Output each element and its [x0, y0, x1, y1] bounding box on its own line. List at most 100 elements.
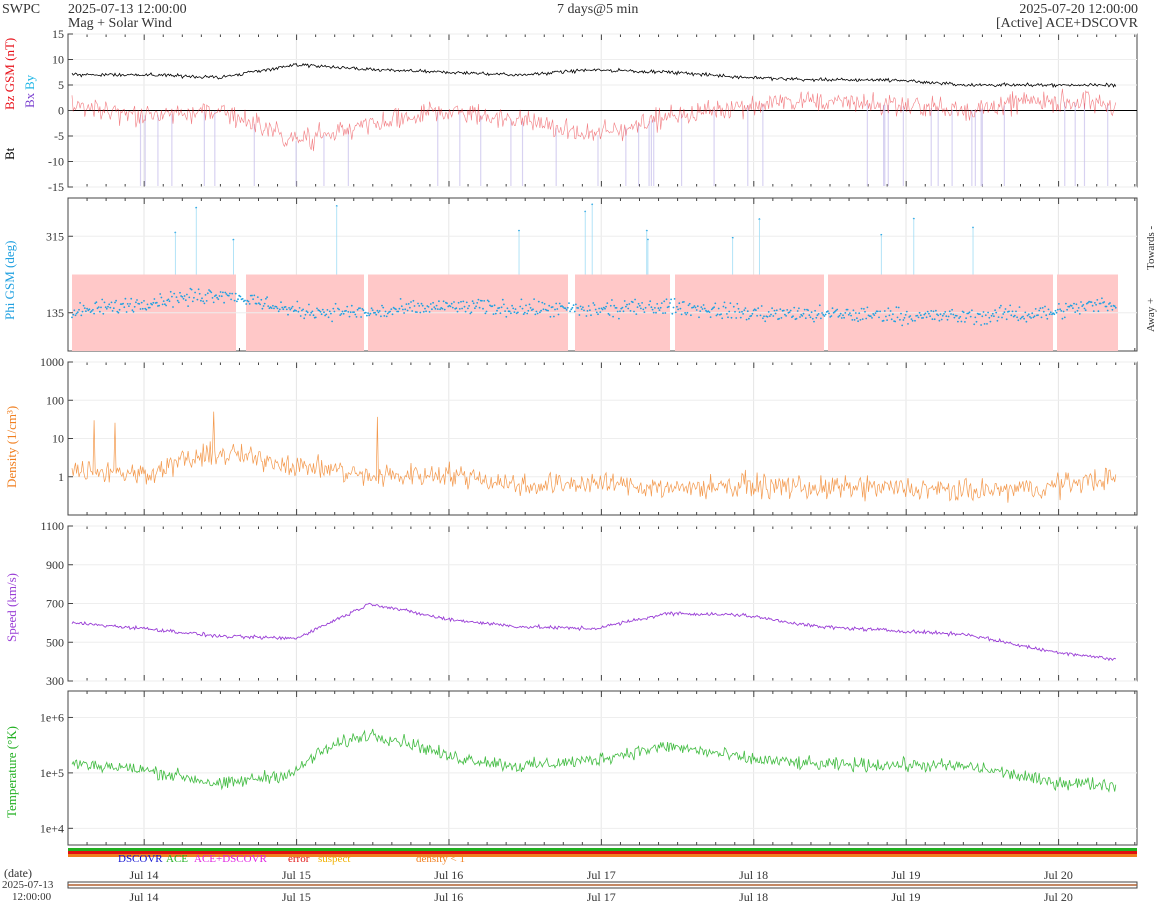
phi-point — [598, 307, 600, 310]
end-time: 2025-07-20 12:00:00 — [1019, 2, 1138, 17]
day-label-bottom: Jul 14 — [129, 890, 158, 904]
source-strip-ace — [68, 848, 1137, 851]
phi-point — [935, 309, 937, 312]
phi-point — [1038, 309, 1041, 312]
phi-point — [962, 311, 965, 314]
phi-point — [78, 308, 80, 311]
phi-point — [565, 309, 568, 311]
phi-point — [622, 310, 625, 313]
phi-point — [752, 309, 755, 312]
phi-point — [766, 315, 769, 318]
phi-point — [1009, 304, 1012, 307]
phi-point — [90, 310, 93, 312]
phi-point — [261, 307, 264, 310]
phi-point — [141, 307, 144, 310]
phi-point — [618, 317, 620, 320]
phi-point — [684, 312, 686, 314]
phi-point — [679, 307, 682, 310]
legend-error: error — [288, 853, 310, 865]
phi-point — [325, 313, 328, 316]
phi-point — [115, 299, 117, 302]
phi-point — [937, 314, 940, 317]
phi-point — [859, 319, 862, 321]
phi-point — [602, 306, 605, 309]
phi-point — [849, 312, 851, 314]
phi-point — [939, 313, 942, 316]
phi-point — [810, 311, 813, 314]
phi-point — [355, 316, 358, 318]
phi-point — [607, 312, 610, 315]
phi-point — [522, 313, 525, 315]
phi-point — [302, 308, 304, 311]
phi-point — [99, 310, 101, 313]
phi-point — [189, 287, 192, 290]
phi-point — [701, 308, 704, 310]
phi-point — [333, 310, 336, 313]
phi-point — [991, 312, 994, 315]
mag-tick-label: -5 — [54, 129, 64, 143]
phi-point — [836, 308, 839, 311]
phi-point — [986, 323, 988, 325]
phi-point — [625, 305, 627, 308]
phi-point — [916, 314, 919, 317]
phi-point — [677, 308, 679, 311]
temp-tick-label: 1e+5 — [40, 766, 64, 780]
phi-point — [1094, 302, 1096, 304]
date-axis-label: (date) — [4, 866, 32, 880]
phi-point — [971, 309, 973, 312]
phi-point — [130, 297, 133, 300]
phi-point — [822, 313, 825, 316]
phi-point — [217, 298, 220, 301]
phi-point — [651, 308, 654, 311]
phi-point — [809, 316, 812, 319]
phi-point — [127, 305, 130, 307]
phi-point — [729, 302, 732, 305]
phi-point — [1015, 310, 1017, 313]
phi-point — [239, 295, 242, 298]
phi-point — [636, 306, 639, 308]
phi-point — [837, 316, 840, 318]
phi-point — [799, 316, 801, 318]
phi-point — [320, 313, 323, 316]
phi-point — [139, 308, 142, 310]
phi-point — [869, 315, 872, 318]
phi-point — [856, 317, 858, 320]
phi-point — [728, 310, 731, 313]
mag-ylabel-by: By — [22, 74, 37, 90]
phi-point — [229, 292, 231, 295]
phi-point — [947, 315, 950, 318]
phi-point — [989, 320, 992, 323]
phi-point — [880, 233, 883, 236]
phi-point — [219, 291, 222, 293]
phi-point — [332, 307, 335, 310]
phi-point — [433, 306, 436, 308]
phi-point — [564, 307, 567, 310]
phi-point — [885, 315, 887, 318]
phi-point — [1073, 302, 1075, 305]
phi-point — [533, 298, 535, 300]
phi-point — [529, 307, 532, 309]
phi-point — [619, 310, 621, 313]
phi-point — [251, 294, 253, 297]
phi-point — [380, 315, 382, 318]
temp-series-line — [71, 728, 1117, 793]
phi-point — [798, 307, 800, 310]
phi-point — [988, 316, 991, 319]
phi-point — [370, 307, 373, 310]
phi-point — [785, 315, 787, 317]
phi-ylabel: Phi GSM (deg) — [2, 241, 17, 320]
day-label-top: Jul 14 — [129, 868, 158, 882]
phi-point — [233, 299, 236, 302]
phi-point — [455, 307, 458, 310]
phi-point — [792, 315, 794, 318]
phi-point — [500, 306, 503, 309]
phi-point — [815, 316, 818, 319]
phi-point — [381, 304, 383, 307]
phi-point — [160, 296, 163, 299]
phi-point — [227, 294, 230, 297]
phi-point — [108, 303, 111, 306]
phi-point — [658, 309, 661, 311]
phi-point — [349, 311, 352, 314]
phi-point — [726, 313, 728, 315]
phi-point — [468, 305, 470, 307]
